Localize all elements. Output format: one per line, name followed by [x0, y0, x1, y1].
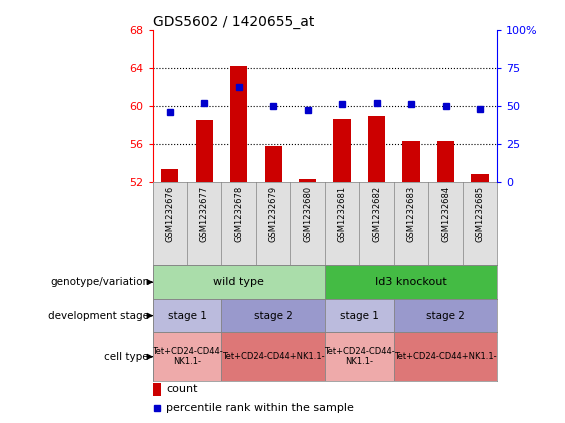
Text: Tet+CD24-CD44+NK1.1-: Tet+CD24-CD44+NK1.1-	[222, 352, 324, 361]
Bar	[471, 174, 489, 182]
Text: GSM1232679: GSM1232679	[269, 186, 277, 242]
Bar	[153, 299, 221, 332]
Text: GSM1232681: GSM1232681	[338, 186, 346, 242]
Text: stage 2: stage 2	[426, 310, 465, 321]
Text: Tet+CD24-CD44+NK1.1-: Tet+CD24-CD44+NK1.1-	[394, 352, 497, 361]
Text: Tet+CD24-CD44-
NK1.1-: Tet+CD24-CD44- NK1.1-	[324, 347, 395, 366]
Text: stage 2: stage 2	[254, 310, 293, 321]
Text: count: count	[166, 385, 198, 394]
Bar	[264, 146, 282, 182]
Text: GSM1232677: GSM1232677	[200, 186, 208, 242]
Text: GSM1232685: GSM1232685	[476, 186, 484, 242]
Text: GDS5602 / 1420655_at: GDS5602 / 1420655_at	[153, 14, 314, 29]
Text: wild type: wild type	[213, 277, 264, 287]
Bar	[153, 266, 325, 299]
Bar	[153, 332, 221, 381]
Bar	[437, 141, 454, 182]
Bar	[368, 116, 385, 182]
Text: development stage: development stage	[48, 310, 149, 321]
Bar	[195, 120, 213, 182]
Text: stage 1: stage 1	[168, 310, 206, 321]
Bar	[161, 169, 179, 182]
Text: GSM1232682: GSM1232682	[372, 186, 381, 242]
Bar	[153, 383, 161, 396]
Bar	[325, 332, 394, 381]
Text: GSM1232684: GSM1232684	[441, 186, 450, 242]
Text: genotype/variation: genotype/variation	[50, 277, 149, 287]
Text: GSM1232676: GSM1232676	[166, 186, 174, 242]
Text: cell type: cell type	[105, 352, 149, 362]
Bar	[299, 179, 316, 182]
Text: percentile rank within the sample: percentile rank within the sample	[166, 403, 354, 413]
Bar	[230, 66, 247, 182]
Bar	[394, 332, 497, 381]
Bar	[333, 119, 351, 182]
Text: Id3 knockout: Id3 knockout	[375, 277, 447, 287]
Text: Tet+CD24-CD44-
NK1.1-: Tet+CD24-CD44- NK1.1-	[151, 347, 223, 366]
Bar	[394, 299, 497, 332]
Bar	[221, 332, 325, 381]
Text: GSM1232683: GSM1232683	[407, 186, 415, 242]
Bar	[325, 266, 497, 299]
Bar	[402, 141, 420, 182]
Text: stage 1: stage 1	[340, 310, 379, 321]
Bar	[325, 299, 394, 332]
Text: GSM1232678: GSM1232678	[234, 186, 243, 242]
Text: GSM1232680: GSM1232680	[303, 186, 312, 242]
Bar	[221, 299, 325, 332]
